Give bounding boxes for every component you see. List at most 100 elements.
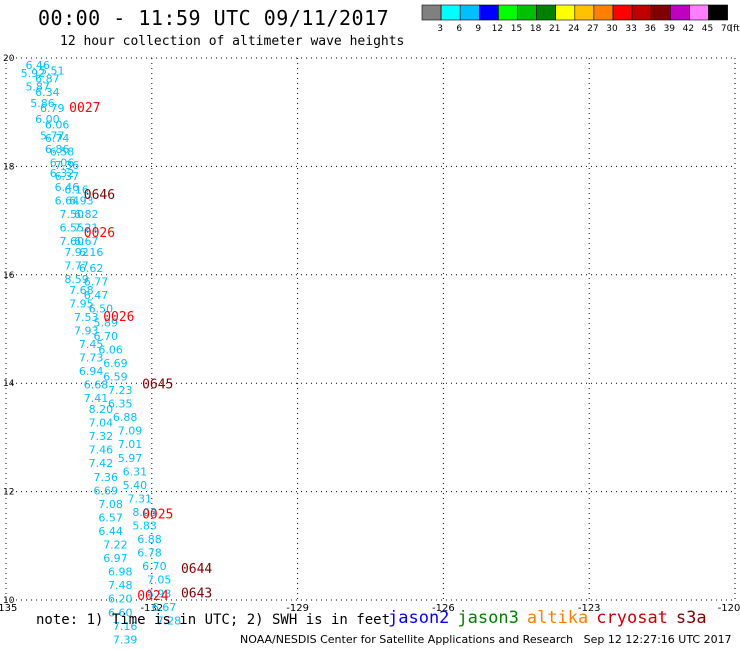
colorbar-swatch: [536, 4, 556, 21]
satellite-legend-jason3: jason3: [457, 608, 519, 628]
wave-height-label: 6.55: [59, 221, 84, 234]
colorbar-swatch: [517, 4, 537, 21]
x-tick-label: -123: [578, 603, 601, 614]
wave-height-label: 6.20: [108, 593, 133, 606]
wave-height-label: 6.44: [98, 525, 123, 538]
colorbar-swatch: [669, 4, 690, 21]
x-tick-label: -135: [0, 603, 17, 614]
pass-time-label: 0025: [142, 508, 173, 523]
wave-height-label: 8.03: [132, 506, 157, 519]
colorbar-tick-label: 27: [587, 24, 598, 34]
wave-height-label: 6.60: [108, 606, 133, 619]
pass-time-label: 0024: [137, 589, 168, 604]
wave-height-label: 7.31: [128, 492, 153, 505]
y-tick-label: 18: [3, 162, 15, 172]
wave-height-label: 6.70: [93, 330, 118, 343]
pass-time-label: 0026: [84, 226, 115, 241]
satellite-legend: jason2 jason3 altika cryosat s3a: [388, 608, 715, 628]
colorbar-tick-label: 6: [456, 24, 462, 34]
wave-height-label: 6.88: [113, 411, 138, 424]
wave-height-label: 7.73: [79, 352, 104, 365]
colorbar-swatch: [593, 4, 614, 21]
wave-height-label: 6.32: [50, 167, 75, 180]
satellite-legend-cryosat: cryosat: [596, 608, 668, 628]
wave-height-label: 8.59: [64, 273, 89, 286]
colorbar-swatch: [440, 4, 461, 21]
wave-height-label: 6.46: [55, 181, 80, 194]
wave-height-label: 6.74: [45, 132, 70, 145]
wave-height-label: 7.01: [118, 438, 143, 451]
wave-height-label: 6.67: [152, 601, 177, 614]
wave-height-label: 6.50: [89, 303, 114, 316]
wave-height-label: 7.77: [64, 259, 89, 272]
colorbar-swatch: [650, 4, 671, 21]
wave-height-label: 5.40: [123, 479, 148, 492]
wave-height-label: 5.89: [93, 316, 118, 329]
wave-height-label: 7.60: [59, 235, 84, 248]
wave-height-label: 6.06: [50, 156, 75, 169]
wave-height-label: 7.68: [69, 284, 94, 297]
wave-height-label: 6.67: [74, 235, 99, 248]
wave-height-label: 7.04: [89, 417, 114, 430]
wave-height-label: 6.00: [35, 113, 60, 126]
colorbar-tick-label: 15: [511, 24, 522, 34]
colorbar-tick-label: 9: [475, 24, 481, 34]
y-tick-label: 20: [3, 54, 15, 64]
colorbar-tick-label: 42: [683, 24, 694, 34]
wave-height-label: 7.36: [93, 471, 118, 484]
y-tick-label: 12: [3, 488, 14, 498]
wave-height-label: 6.87: [35, 72, 60, 85]
wave-height-label: 6.97: [103, 552, 128, 565]
wave-height-label: 7.41: [84, 392, 109, 405]
footer-note: note: 1) Time is in UTC; 2) SWH is in fe…: [36, 612, 391, 628]
wave-height-label: 7.09: [118, 425, 143, 438]
colorbar-tick-label: 45: [702, 24, 713, 34]
chart-subtitle: 12 hour collection of altimeter wave hei…: [60, 34, 405, 49]
colorbar-tick-label: 36: [644, 24, 656, 34]
wave-height-label: 6.34: [35, 86, 60, 99]
wave-height-label: 5.77: [40, 129, 65, 142]
wave-height-label: 7.92: [64, 246, 89, 259]
colorbar-swatch: [498, 4, 518, 21]
wave-height-label: 6.69: [93, 484, 118, 497]
colorbar-swatch: [555, 4, 576, 21]
wave-height-label: 7.36: [55, 159, 80, 172]
satellite-legend-altika: altika: [526, 608, 589, 628]
y-tick-label: 14: [3, 379, 15, 389]
wave-height-label: 7.45: [79, 338, 104, 351]
colorbar-tick-label: 21: [549, 24, 560, 34]
wave-height-label: 6.47: [84, 289, 109, 302]
plot-axes: -135 -132 -129 -126 -123 -120 10 12 14 16 18 20: [0, 54, 740, 614]
colorbar-tick-label: 70: [721, 24, 733, 34]
colorbar-swatch: [612, 4, 633, 21]
wave-height-label: 6.35: [108, 398, 133, 411]
wave-height-label: 6.94: [79, 365, 104, 378]
wave-height-label: 6.31: [123, 465, 148, 478]
colorbar-swatch: [421, 4, 442, 21]
wave-height-label: 6.06: [98, 343, 123, 356]
colorbar-tick-label: 33: [625, 24, 636, 34]
pass-time-label: 0646: [84, 188, 115, 203]
colorbar-unit: (ft): [730, 24, 740, 34]
wave-height-label: 6.06: [45, 118, 70, 131]
wave-height-label: 7.16: [113, 620, 138, 633]
colorbar-swatch: [459, 4, 480, 21]
wave-height-label: 5.86: [30, 97, 55, 110]
wave-height-label: 6.16: [79, 246, 104, 259]
colorbar-tick-label: 3: [437, 24, 443, 34]
pass-time-labels: 0027 0646 0026 0026 0645 0025 0644 0024 0643: [69, 101, 212, 604]
wave-height-label: 6.77: [84, 276, 109, 289]
wave-height-label: 8.20: [89, 403, 114, 416]
wave-height-label: 7.42: [89, 457, 114, 470]
wave-height-label: 7.28: [157, 614, 182, 627]
wave-height-label: 6.37: [55, 170, 80, 183]
y-tick-label: 10: [3, 596, 15, 606]
wave-height-label: 6.69: [103, 357, 128, 370]
colorbar-swatch: [689, 4, 709, 21]
wave-height-label: 6.59: [103, 370, 128, 383]
wave-height-label: 6.70: [142, 560, 167, 573]
wave-height-label: 6.86: [45, 143, 70, 156]
wave-height-label: 5.97: [118, 452, 143, 465]
